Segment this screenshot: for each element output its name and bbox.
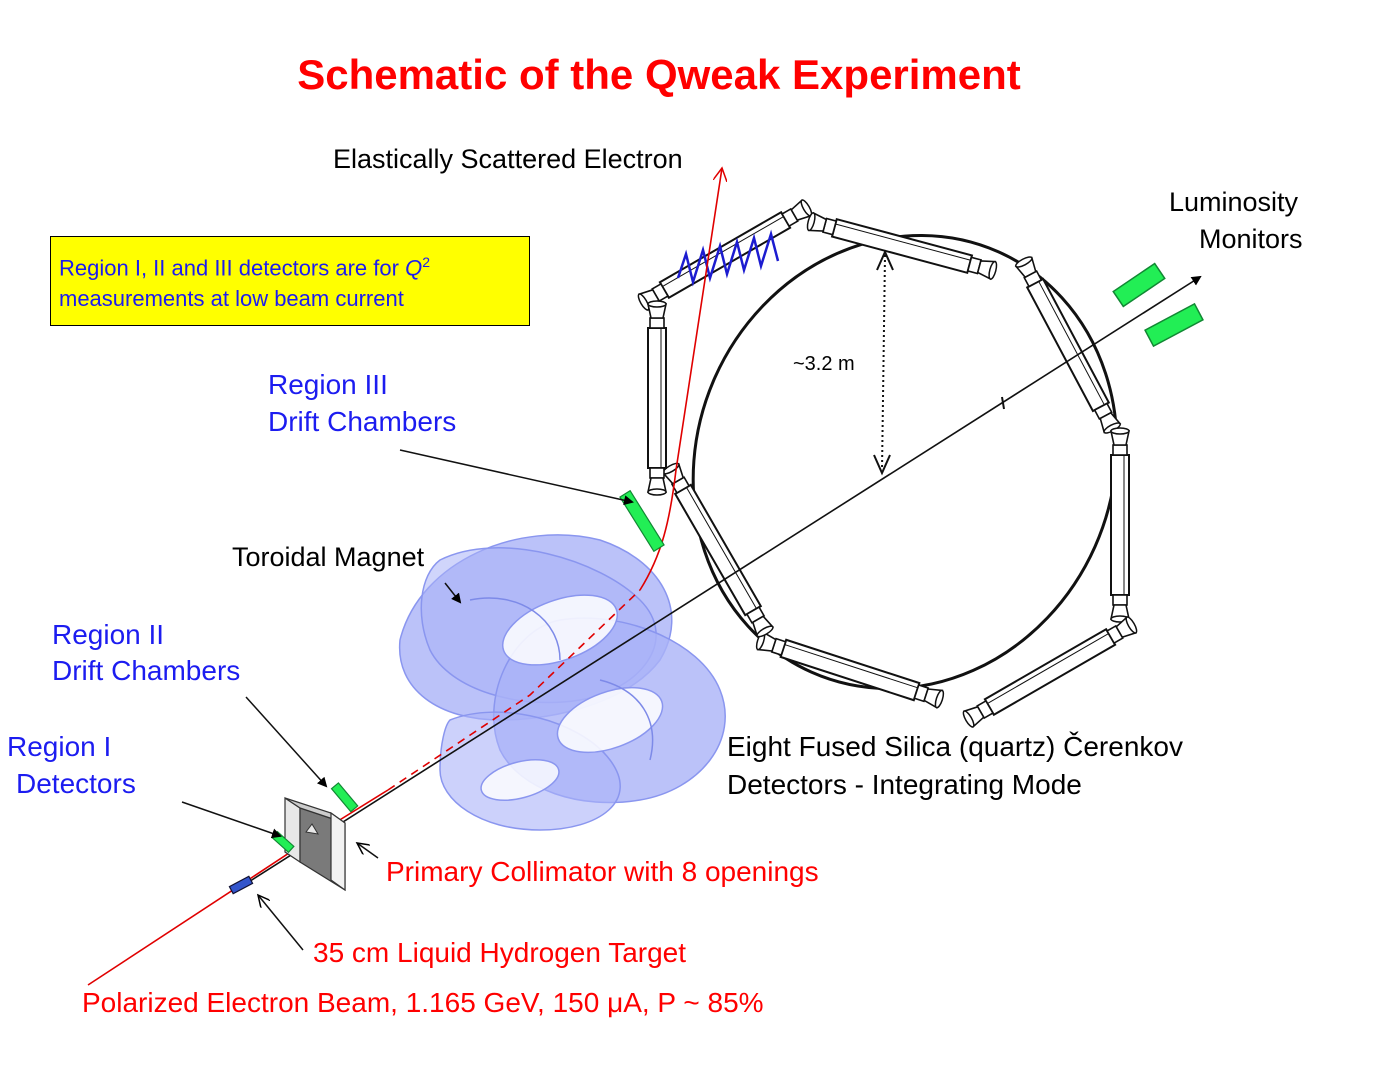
cerenkov-bar-1 [635, 197, 815, 313]
leader-arrows [181, 449, 634, 951]
region1-label-line-1: Region I [7, 731, 112, 762]
note-box: Region I, II and III detectors are for Q… [50, 236, 530, 326]
target-arrow [258, 895, 304, 951]
cerenkov-detector-bars [635, 197, 1140, 730]
luminosity-monitors [1112, 262, 1204, 348]
scattered-electron-label: Elastically Scattered Electron [333, 144, 683, 174]
note-q-exponent: 2 [422, 254, 430, 270]
cerenkov-bar-5 [960, 614, 1140, 730]
region2-label-line-1: Region II [52, 619, 165, 650]
page-title: Schematic of the Qweak Experiment [297, 51, 1021, 98]
luminosity-label-line-1: Luminosity [1169, 187, 1299, 217]
beam-tick [1001, 396, 1005, 410]
hydrogen-target [228, 875, 254, 895]
region3-label-line-1: Region III [268, 369, 388, 400]
region1-label-line-2: Detectors [16, 768, 136, 799]
collimator-arrow [357, 843, 379, 859]
cerenkov-label-line-2: Detectors - Integrating Mode [727, 769, 1082, 800]
detector-ring [691, 233, 1119, 691]
magnet-arrow [444, 582, 462, 604]
collimator-label: Primary Collimator with 8 openings [386, 856, 819, 887]
cerenkov-bar-2 [804, 211, 1000, 281]
cerenkov-bar-8 [647, 300, 667, 496]
note-line-1-text: Region I, II and III detectors are for [59, 255, 406, 281]
region2-label-line-2: Drift Chambers [52, 655, 241, 686]
electron-beam [87, 887, 237, 986]
cerenkov-bar-6 [753, 630, 947, 710]
region3-label-line-2: Drift Chambers [268, 406, 457, 437]
region3-arrow [399, 449, 634, 506]
target-label: 35 cm Liquid Hydrogen Target [313, 937, 687, 968]
toroidal-magnet-label: Toroidal Magnet [232, 542, 425, 572]
note-line-2: measurements at low beam current [59, 286, 404, 312]
beam-label: Polarized Electron Beam, 1.165 GeV, 150 … [82, 987, 764, 1018]
luminosity-monitor-1 [1112, 262, 1166, 308]
luminosity-label-line-2: Monitors [1199, 224, 1303, 254]
beam-axis [235, 275, 1202, 891]
region2-chamber [330, 782, 359, 813]
distance-indicator [873, 249, 894, 476]
cerenkov-bar-4 [1110, 427, 1130, 623]
note-line-1: Region I, II and III detectors are for Q… [59, 253, 521, 284]
cerenkov-bar-3 [1013, 254, 1123, 436]
region2-arrow [245, 696, 328, 788]
cerenkov-label-line-1: Eight Fused Silica (quartz) Čerenkov [727, 731, 1183, 762]
luminosity-monitor-2 [1144, 302, 1204, 348]
distance-label: ~3.2 m [793, 353, 855, 375]
toroidal-magnet [398, 534, 726, 831]
note-q-symbol: Q [405, 255, 423, 281]
region3-chamber [619, 489, 665, 553]
primary-collimator [284, 796, 346, 892]
region1-arrow [181, 801, 282, 839]
cerenkov-bar-7 [660, 460, 776, 640]
spring-coil [676, 229, 780, 287]
